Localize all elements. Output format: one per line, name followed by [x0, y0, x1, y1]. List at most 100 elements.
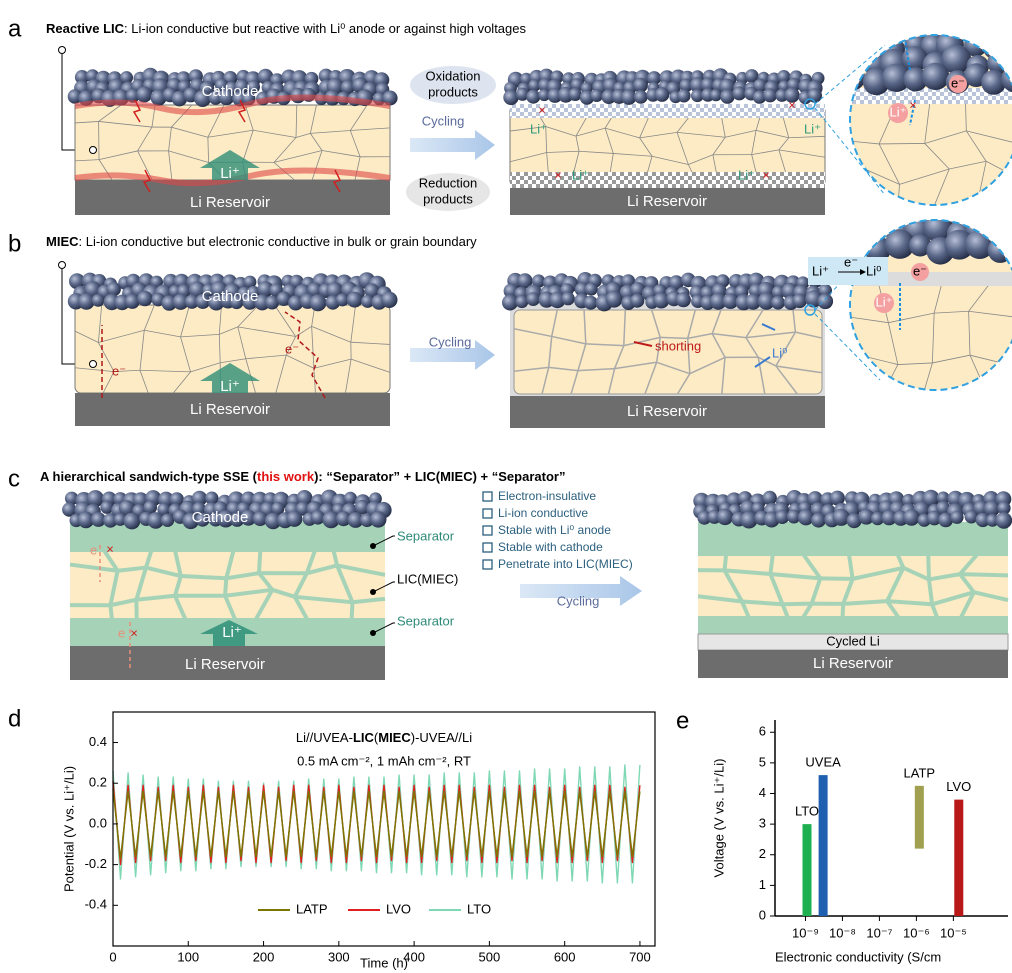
title-bold: Reactive LIC — [46, 21, 125, 36]
grain-boundary — [725, 552, 727, 570]
diagram-b-middle: Cycling — [410, 334, 495, 370]
grain-boundary — [770, 552, 773, 574]
panel-label: a — [8, 15, 22, 42]
particle — [841, 36, 866, 61]
li-ion-label: Li⁺ — [530, 121, 547, 136]
annotation-part: )-UVEA//Li — [411, 730, 473, 745]
x-axis-label: Electronic conductivity (S/cm — [775, 949, 941, 964]
y-axis-label: Potential (V vs. Li⁺/Li) — [61, 766, 76, 892]
y-tick-label: 0.2 — [89, 775, 107, 790]
particle — [808, 88, 822, 102]
particle — [569, 88, 582, 101]
diagram-c-left: e e × × Cathode Li⁺ Li Reservoir Separat… — [62, 490, 458, 680]
particle — [878, 197, 908, 227]
particle — [1004, 19, 1012, 46]
particle — [161, 514, 174, 527]
reduction-label: Reduction — [419, 175, 478, 190]
particle — [347, 292, 363, 308]
subtitle: 0.5 mA cm⁻², 1 mAh cm⁻², RT — [297, 753, 471, 768]
checkbox — [483, 509, 492, 518]
particle — [344, 492, 357, 505]
diagram-a-right: Li Reservoir Li⁺ Li⁺ Li⁺ Li⁺ × × × × — [503, 45, 885, 215]
reservoir-label: Li Reservoir — [190, 401, 270, 418]
particle — [958, 13, 987, 42]
grain-boundary — [783, 604, 812, 605]
particle — [370, 511, 386, 527]
shorting-label: shorting — [655, 338, 701, 353]
panel-title: Reactive LIC: Li-ion conductive but reac… — [46, 21, 526, 36]
charts: d0100200300400500600700-0.4-0.20.00.20.4… — [8, 705, 1008, 970]
title-rest: : Li-ion conductive but electronic condu… — [79, 234, 478, 249]
grain-boundary — [225, 578, 226, 595]
particle — [839, 15, 866, 42]
diagram-a-left: Cathode Li⁺ Li Reservoir — [59, 47, 398, 216]
particle — [561, 292, 574, 305]
particle — [792, 294, 806, 308]
particle — [630, 294, 644, 308]
blocked: × — [554, 167, 562, 182]
grain-boundary — [742, 601, 783, 604]
particle — [1006, 200, 1012, 223]
grain-boundary — [352, 602, 353, 622]
lic-label: LIC(MIEC) — [397, 571, 458, 586]
y-tick-label: 2 — [759, 846, 766, 861]
series-line — [113, 789, 640, 858]
terminal — [59, 262, 66, 269]
particle — [584, 296, 598, 310]
x-tick-label: 100 — [177, 949, 199, 964]
li-ion-label: Li⁺ — [876, 294, 893, 309]
check-item: Stable with Li⁰ anode — [498, 523, 611, 537]
diagram-c-right: Cycled Li Li Reservoir — [693, 490, 1012, 678]
cycling-label: Cycling — [557, 593, 600, 608]
electron-label: e — [118, 625, 125, 640]
cathode-label: Cathode — [202, 288, 259, 305]
grain-boundary — [181, 576, 226, 578]
cycling-arrow — [410, 130, 495, 160]
title-part: ): “Separator” + LIC(MIEC) + “Separator” — [314, 469, 565, 484]
oxidation-label: Oxidation — [426, 68, 481, 83]
terminal — [90, 147, 97, 154]
grain-boundary — [843, 601, 887, 604]
y-tick-label: -0.2 — [85, 856, 107, 871]
x-axis-label: Time (h) — [360, 955, 408, 970]
particle — [136, 87, 152, 103]
reduction-label: products — [423, 191, 473, 206]
x-tick-label: 500 — [479, 949, 501, 964]
bar-label: LVO — [946, 779, 971, 794]
blocked: × — [909, 97, 917, 112]
x-tick-label: 10⁻⁹ — [792, 925, 819, 940]
particle — [381, 292, 397, 308]
particle — [979, 199, 1006, 226]
y-tick-label: 6 — [759, 724, 766, 739]
particle — [771, 296, 785, 310]
cycling-label: Cycling — [429, 334, 472, 349]
particle — [123, 513, 140, 530]
particle — [763, 88, 777, 102]
cycled-li-label: Cycled Li — [826, 633, 880, 648]
cathode-particles — [839, 12, 1012, 95]
li-ion-label: Li⁺ — [220, 378, 240, 395]
x-tick-label: 600 — [554, 949, 576, 964]
panel-label: b — [8, 230, 21, 257]
title-rest: : Li-ion conductive but reactive with Li… — [124, 21, 526, 36]
legend-label: LVO — [386, 901, 411, 916]
particle — [137, 291, 152, 306]
checklist: Electron-insulativeLi-ion conductiveStab… — [483, 489, 633, 571]
reservoir-label: Li Reservoir — [185, 656, 265, 673]
check-item: Li-ion conductive — [498, 506, 588, 520]
particle — [982, 32, 1010, 60]
particle — [996, 512, 1012, 529]
grain-boundary — [259, 548, 260, 573]
diagram-b-left: e⁻ e⁻ Cathode Li⁺ Li Reservoir — [59, 262, 398, 427]
x-tick-label: 10⁻⁵ — [940, 925, 967, 940]
panel-label: d — [8, 705, 21, 732]
y-tick-label: 5 — [759, 754, 766, 769]
particle — [988, 217, 1012, 242]
reservoir-label: Li Reservoir — [627, 403, 707, 420]
li-ion-label: Li⁺ — [572, 167, 589, 182]
x-tick-label: 700 — [629, 949, 651, 964]
bar-label: LATP — [904, 765, 936, 780]
blocked: × — [130, 625, 138, 640]
reaction-label: Li⁺ — [812, 263, 829, 278]
panel-title: A hierarchical sandwich-type SSE (this w… — [40, 469, 565, 484]
